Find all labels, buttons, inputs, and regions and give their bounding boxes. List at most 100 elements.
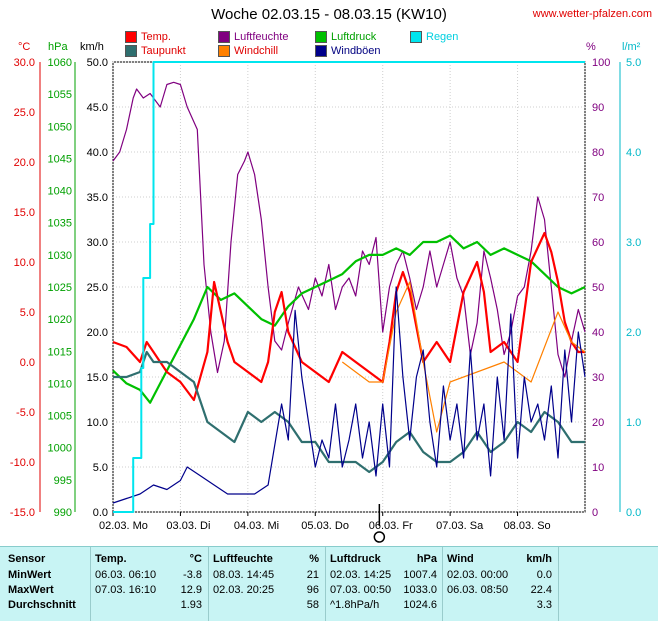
tick-label-rain: 0.0 [626, 507, 641, 519]
stats-cell: 3.3 [536, 599, 552, 611]
axis-unit-label: km/h [80, 41, 104, 53]
stats-cell: 07.03. 00:50 [330, 584, 392, 596]
stats-cell: 06.03. 08:50 [447, 584, 509, 596]
stats-cell: 0.0 [536, 569, 552, 581]
weather-chart: -15.0 -10.0 -5.0 0.0 5.0 10.0 15.0 20.0 25.0 30.0… [10, 41, 641, 543]
tick-label-wind: 30.0 [87, 237, 108, 249]
legend-item: Regen [410, 31, 458, 43]
stats-cell: 06.03. 06:10 [95, 569, 157, 581]
stats-cell: ^1.8hPa/h [330, 599, 380, 611]
now-marker-circle [373, 531, 386, 543]
series-line-windchill [341, 281, 586, 433]
stats-cell: km/h [526, 553, 552, 565]
tick-label-temp: 25.0 [14, 107, 35, 119]
legend-item: Temp. [125, 31, 171, 43]
tick-label-wind: 35.0 [87, 192, 108, 204]
tick-label-wind: 45.0 [87, 102, 108, 114]
axis-unit-label: % [586, 41, 596, 53]
stats-cell: Luftfeuchte [213, 553, 273, 565]
site-link[interactable]: www.wetter-pfalzen.com [532, 8, 652, 20]
legend-item: Windchill [218, 45, 278, 57]
stats-divider [325, 547, 326, 621]
tick-label-wind: 50.0 [87, 57, 108, 69]
legend-label: Windböen [331, 45, 381, 57]
stats-cell: 1033.0 [403, 584, 437, 596]
stats-cell: 07.03. 16:10 [95, 584, 157, 596]
legend-label: Taupunkt [141, 45, 186, 57]
stats-table: Sensor Temp. °C Luftfeuchte% Luftdruck hPa Win… [0, 546, 658, 621]
legend-swatch [218, 45, 230, 57]
tick-label-pressure: 1025 [48, 282, 72, 294]
tick-label-wind: 10.0 [87, 417, 108, 429]
tick-label-pressure: 995 [54, 475, 72, 487]
stats-cell: 58 [306, 599, 319, 611]
tick-label-pressure: 1015 [48, 346, 72, 358]
legend-swatch [315, 45, 327, 57]
stats-cell: °C [189, 553, 202, 565]
tick-label-pressure: 1000 [48, 443, 72, 455]
tick-label-humidity: 90 [592, 102, 604, 114]
stats-cell: 08.03. 14:45 [213, 569, 275, 581]
tick-label-pressure: 1050 [48, 121, 72, 133]
x-tick-label: 04.03. Mi [234, 520, 279, 532]
legend-item: Luftfeuchte [218, 31, 288, 43]
tick-label-pressure: 1010 [48, 378, 72, 390]
stats-cell: Durchschnitt [8, 599, 76, 611]
stats-cell: 02.03. 14:25 [330, 569, 392, 581]
tick-label-humidity: 40 [592, 327, 604, 339]
tick-label-humidity: 30 [592, 372, 604, 384]
tick-label-wind: 0.0 [93, 507, 108, 519]
stats-cell: 1024.6 [403, 599, 437, 611]
tick-label-rain: 2.0 [626, 327, 641, 339]
tick-label-humidity: 80 [592, 147, 604, 159]
tick-label-humidity: 70 [592, 192, 604, 204]
legend-item: Luftdruck [315, 31, 376, 43]
tick-label-pressure: 1060 [48, 57, 72, 69]
tick-label-temp: -10.0 [10, 457, 35, 469]
tick-label-rain: 5.0 [626, 57, 641, 69]
tick-label-pressure: 1005 [48, 411, 72, 423]
tick-label-humidity: 0 [592, 507, 598, 519]
tick-label-pressure: 1035 [48, 218, 72, 230]
axis-unit-label: hPa [48, 41, 68, 53]
stats-cell: Luftdruck [330, 553, 381, 565]
tick-label-pressure: 990 [54, 507, 72, 519]
x-tick-label: 05.03. Do [301, 520, 349, 532]
tick-label-temp: 5.0 [20, 307, 35, 319]
stats-cell: Temp. [95, 553, 127, 565]
tick-label-temp: -15.0 [10, 507, 35, 519]
stats-cell: MaxWert [8, 584, 54, 596]
legend-item: Taupunkt [125, 45, 186, 57]
legend-label: Luftdruck [331, 31, 377, 43]
stats-cell: 12.9 [180, 584, 202, 596]
tick-label-pressure: 1030 [48, 250, 72, 262]
series-line-luftdruck [112, 234, 586, 404]
legend-label: Luftfeuchte [234, 31, 289, 43]
tick-label-pressure: 1040 [48, 186, 72, 198]
tick-label-temp: 30.0 [14, 57, 35, 69]
tick-label-humidity: 20 [592, 417, 604, 429]
tick-label-humidity: 60 [592, 237, 604, 249]
x-tick-label: 03.03. Di [166, 520, 210, 532]
stats-cell: -3.8 [183, 569, 202, 581]
stats-cell: MinWert [8, 569, 52, 581]
tick-label-temp: -5.0 [16, 407, 35, 419]
tick-label-wind: 25.0 [87, 282, 108, 294]
stats-cell: Sensor [8, 553, 46, 565]
tick-label-temp: 0.0 [20, 357, 35, 369]
stats-cell: hPa [416, 553, 437, 565]
stats-cell: 1007.4 [403, 569, 437, 581]
legend-swatch [125, 31, 137, 43]
stats-divider [90, 547, 91, 621]
tick-label-pressure: 1055 [48, 89, 72, 101]
tick-label-wind: 20.0 [87, 327, 108, 339]
stats-divider [208, 547, 209, 621]
legend-label: Regen [426, 31, 459, 43]
series-line-windben [112, 286, 586, 504]
tick-label-pressure: 1045 [48, 153, 72, 165]
axis-unit-label: °C [18, 41, 30, 53]
tick-label-pressure: 1020 [48, 314, 72, 326]
stats-cell: % [309, 553, 319, 565]
legend-swatch [218, 31, 230, 43]
x-tick-label: 02.03. Mo [99, 520, 148, 532]
